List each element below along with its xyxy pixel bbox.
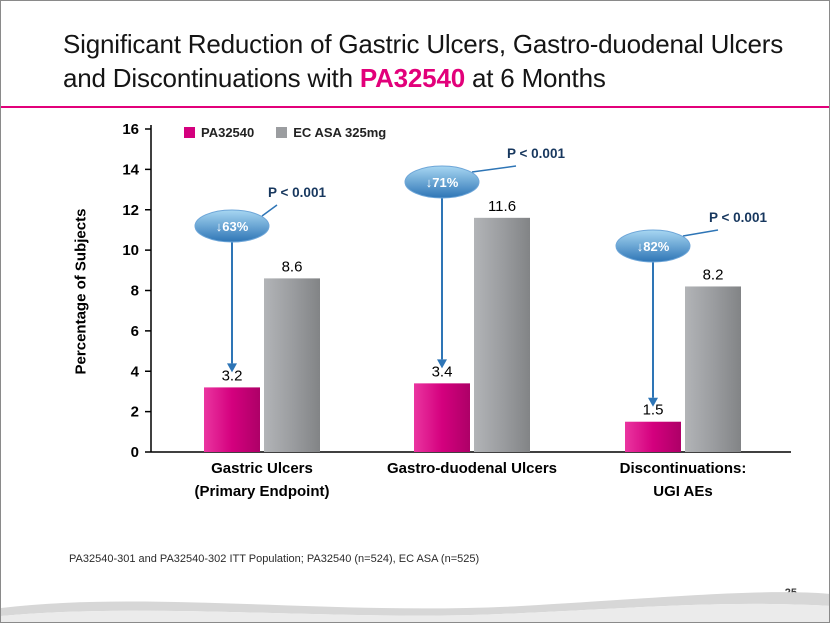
bar-chart: 0 2 4 6 8 10 12 14 16 3.2 8.6 Gastric Ulcers (Primar…: [122, 121, 791, 500]
footnote: PA32540-301 and PA32540-302 ITT Populati…: [69, 553, 480, 565]
title-suffix: at 6 Months: [464, 63, 606, 94]
pvalue-leader-line: [682, 229, 719, 237]
reduction-badge-label: ↓71%: [426, 175, 459, 190]
title-highlight: PA32540: [359, 63, 465, 94]
arrowhead-icon: [648, 397, 658, 407]
value-label: 8.6: [282, 258, 303, 275]
value-label: 3.2: [222, 367, 243, 384]
reduction-badge: [194, 209, 270, 243]
decorative-swoosh: [1, 592, 829, 622]
reduction-badge: [404, 165, 480, 199]
category-label: Gastric Ulcers: [211, 460, 313, 477]
bar-ecasa-2: [685, 286, 741, 452]
title-text: Significant Reduction of Gastric Ulcers,…: [63, 29, 784, 94]
bar-pa32540-0: [204, 387, 260, 452]
y-tick-label: 4: [131, 363, 140, 380]
value-label: 8.2: [703, 266, 724, 283]
y-tick-label: 8: [131, 283, 139, 300]
legend-swatch-pink: [184, 127, 195, 138]
arrowhead-icon: [437, 359, 447, 369]
p-value-label: P < 0.001: [709, 210, 767, 225]
legend-item-pa32540: PA32540: [184, 125, 254, 140]
bar-pa32540-1: [414, 383, 470, 452]
pvalue-leader-line: [471, 165, 517, 173]
category-label: Discontinuations:: [620, 460, 747, 477]
bar-ecasa-1: [474, 217, 530, 452]
p-value-label: P < 0.001: [268, 185, 326, 200]
reduction-badge-label: ↓63%: [216, 219, 249, 234]
arrowhead-icon: [227, 363, 237, 373]
value-label: 11.6: [488, 198, 516, 215]
value-label: 1.5: [643, 402, 664, 419]
legend-swatch-gray: [276, 127, 288, 138]
y-tick-label: 2: [131, 404, 139, 421]
category-label: Gastro-duodenal Ulcers: [387, 460, 557, 477]
pvalue-leader-line: [261, 204, 278, 217]
reduction-badge: [615, 229, 691, 263]
bar-ecasa-0: [264, 278, 320, 452]
p-value-label: P < 0.001: [507, 146, 565, 161]
chart-legend: PA32540 EC ASA 325mg: [184, 125, 386, 140]
y-tick-label: 16: [122, 121, 139, 138]
y-tick-label: 6: [131, 323, 139, 340]
legend-item-ecasa: EC ASA 325mg: [276, 125, 386, 140]
y-tick-label: 10: [122, 242, 139, 259]
value-label: 3.4: [432, 363, 453, 380]
legend-label: PA32540: [201, 125, 255, 140]
category-label: UGI AEs: [653, 483, 712, 500]
slide-title: Significant Reduction of Gastric Ulcers,…: [63, 27, 798, 96]
category-label: (Primary Endpoint): [194, 483, 329, 500]
y-tick-label: 12: [122, 202, 139, 219]
bar-pa32540-2: [625, 421, 681, 452]
y-tick-label: 0: [131, 444, 139, 461]
y-tick-label: 14: [122, 161, 139, 178]
reduction-badge-label: ↓82%: [637, 239, 670, 254]
title-accent-rule: [1, 106, 829, 108]
legend-label: EC ASA 325mg: [293, 125, 387, 140]
